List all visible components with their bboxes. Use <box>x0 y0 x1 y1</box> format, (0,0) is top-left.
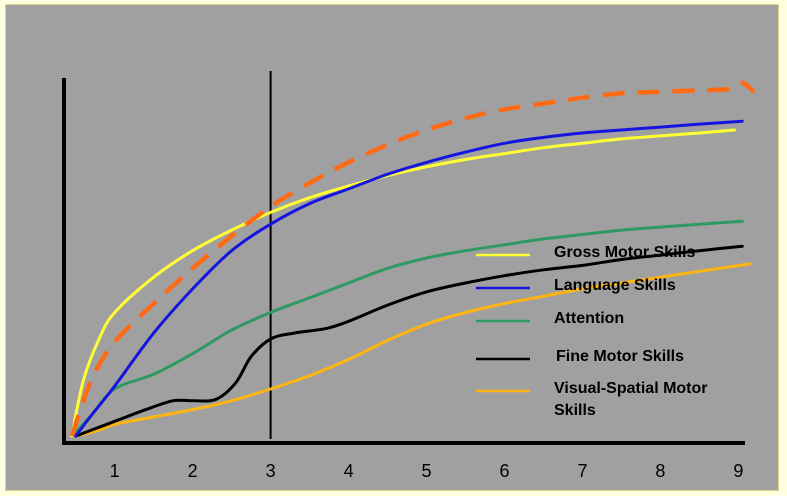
legend-label-language-skills: Language Skills <box>554 277 676 294</box>
legend-label-visual-spatial-motor-line2: Skills <box>554 402 596 419</box>
legend: Gross Motor Skills Language Skills Attenti… <box>476 244 708 419</box>
series-line-fine-motor-skills <box>74 244 744 438</box>
series-line-projection-dashed <box>69 80 756 437</box>
legend-label-visual-spatial-motor: Visual-Spatial Motor <box>554 380 708 397</box>
x-tick-label-6: 6 <box>500 461 510 481</box>
x-tick-label-8: 8 <box>655 461 665 481</box>
x-tick-label-7: 7 <box>577 461 587 481</box>
series-line-visual-spatial-motor-skills <box>74 262 752 438</box>
x-tick-labels: 1 2 3 4 5 6 7 8 9 <box>110 461 744 481</box>
x-tick-label-4: 4 <box>344 461 354 481</box>
developmental-skills-chart: 1 2 3 4 5 6 7 8 9 Gross Motor Skills Language Ski… <box>62 71 756 481</box>
chart-slide: 1 2 3 4 5 6 7 8 9 Gross Motor Skills Language Ski… <box>5 4 779 491</box>
legend-label-gross-motor-skills: Gross Motor Skills <box>554 244 695 261</box>
x-tick-label-1: 1 <box>110 461 120 481</box>
x-tick-label-3: 3 <box>266 461 276 481</box>
axes <box>62 78 745 445</box>
legend-label-attention: Attention <box>554 310 624 327</box>
series-layer <box>69 80 756 438</box>
x-tick-label-9: 9 <box>733 461 743 481</box>
x-tick-label-5: 5 <box>422 461 432 481</box>
series-line-language-skills <box>74 119 744 438</box>
legend-label-fine-motor-skills: Fine Motor Skills <box>556 348 684 365</box>
x-tick-label-2: 2 <box>188 461 198 481</box>
series-line-attention <box>70 219 744 438</box>
